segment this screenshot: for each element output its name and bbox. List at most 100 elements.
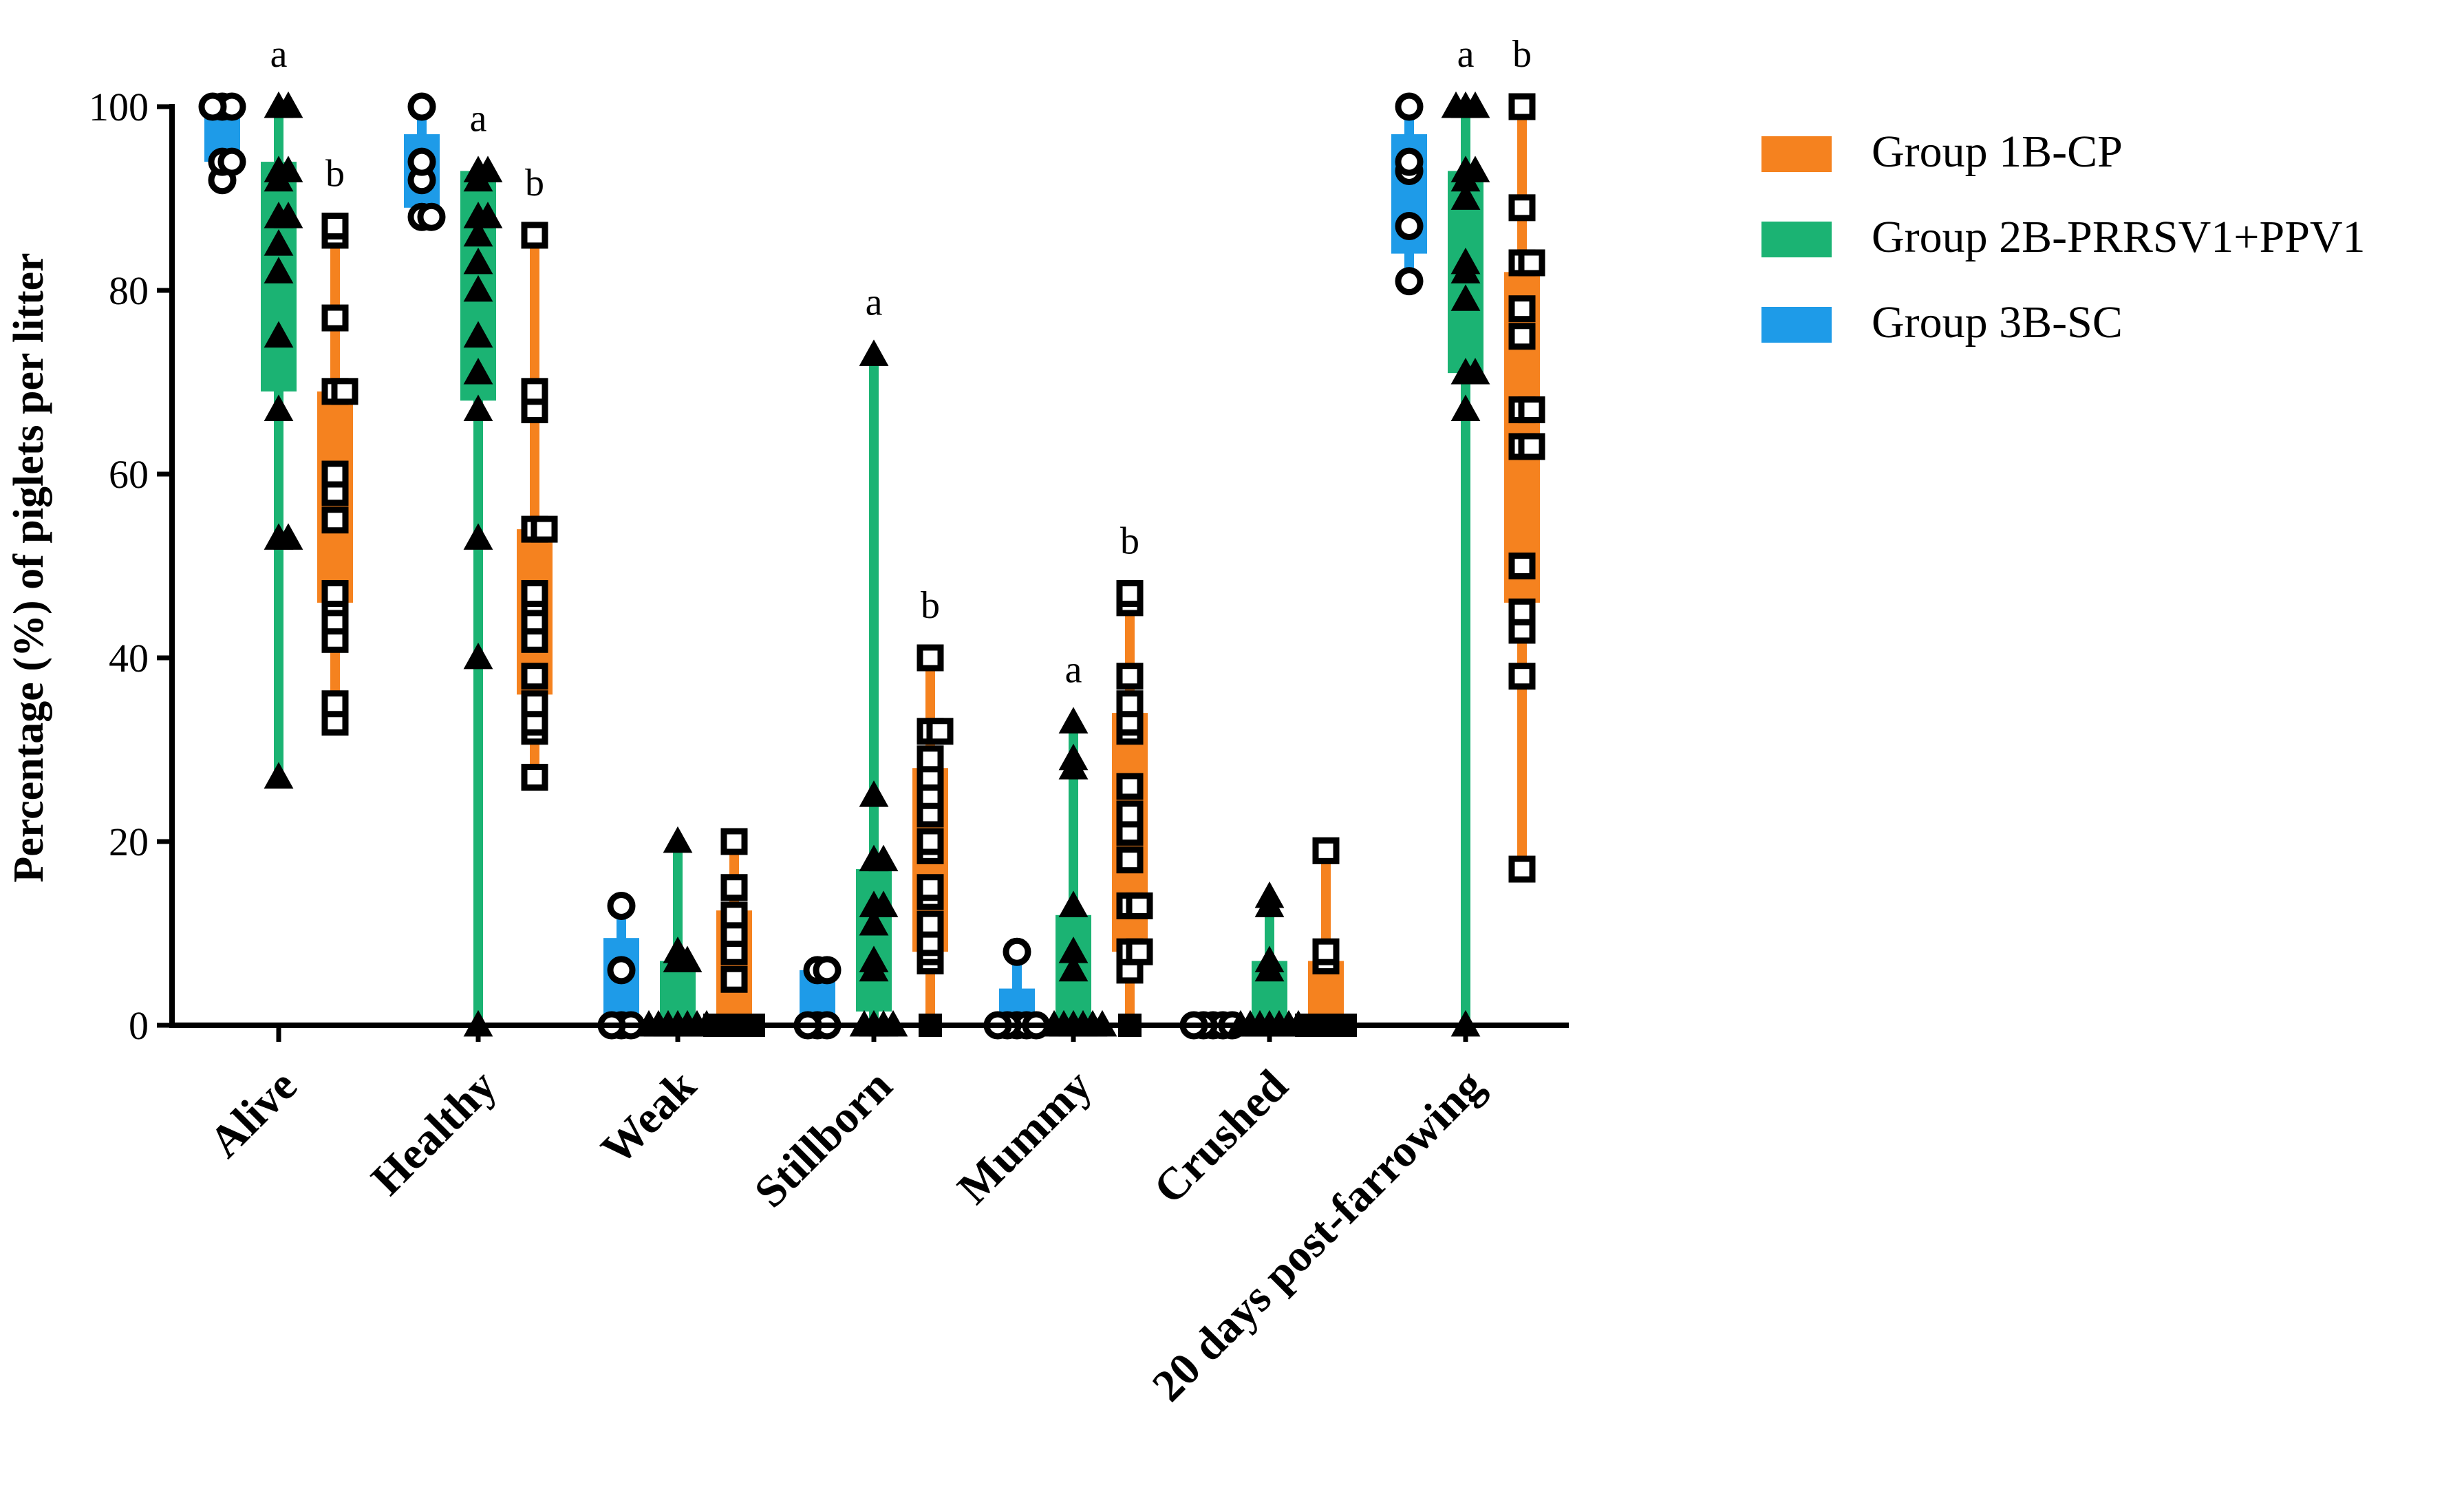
data-point (720, 874, 748, 901)
legend-swatch (1761, 136, 1832, 172)
data-point (273, 91, 303, 118)
data-point (217, 147, 246, 176)
legend-label: Group 2B-PRRSV1+PPV1 (1872, 212, 2366, 262)
data-point (521, 764, 548, 791)
data-point (1003, 937, 1031, 966)
data-point (926, 718, 954, 745)
data-point (463, 523, 493, 550)
data-point (1508, 598, 1536, 625)
x-axis-ticks: Alive Healthy Weak Stillborn Mummy Crushed20 … (200, 1025, 1494, 1411)
series-2: b b b b b (317, 33, 1545, 1037)
data-point (321, 580, 349, 608)
data-point (1450, 394, 1481, 421)
data-point (1518, 396, 1545, 424)
category-label: Alive (200, 1060, 306, 1167)
data-point (463, 394, 493, 421)
data-point (463, 358, 493, 385)
significance-letter: a (1065, 648, 1082, 691)
data-point (1508, 663, 1536, 690)
category-label: Stillborn (745, 1060, 902, 1217)
data-point (859, 945, 889, 972)
data-point (1460, 358, 1490, 385)
data-point (1395, 212, 1424, 241)
data-point (1441, 91, 1471, 118)
y-axis-ticks: 0 20 40 60 80 100 (89, 85, 172, 1048)
data-point (1254, 881, 1285, 908)
data-point (321, 506, 349, 534)
data-point (521, 222, 548, 249)
data-point (859, 909, 889, 936)
data-point (813, 956, 842, 985)
y-tick-label: 0 (129, 1003, 149, 1048)
data-point (521, 378, 548, 405)
data-point (1395, 267, 1424, 296)
y-tick-label: 20 (109, 820, 149, 864)
data-point (1460, 91, 1490, 118)
data-point (198, 92, 227, 121)
y-tick-label: 40 (109, 636, 149, 681)
data-point (1126, 938, 1153, 965)
data-point (1508, 323, 1536, 350)
significance-letter: a (866, 281, 883, 323)
significance-letter: a (1457, 33, 1475, 76)
data-point (407, 92, 436, 121)
legend-label: Group 3B-SC (1872, 297, 2123, 347)
data-point (273, 156, 303, 182)
data-point (407, 147, 436, 176)
data-point (720, 965, 748, 993)
series-1: a a a a a (261, 33, 1490, 1037)
y-tick-label: 60 (109, 452, 149, 497)
data-point (1058, 707, 1089, 734)
significance-letter: b (325, 153, 345, 195)
significance-letter: b (1512, 33, 1532, 76)
data-point (264, 762, 294, 789)
data-point (1518, 249, 1545, 277)
data-point (264, 321, 294, 348)
data-point (473, 202, 503, 228)
data-point (521, 663, 548, 690)
data-point (521, 580, 548, 608)
data-point (1254, 945, 1285, 972)
data-point (607, 891, 636, 920)
data-point (917, 910, 944, 938)
data-point (273, 202, 303, 228)
category-label: Mummy (948, 1060, 1102, 1214)
data-point (321, 213, 349, 240)
data-point (463, 321, 493, 348)
data-point (1058, 890, 1089, 917)
legend: Group 1B-CP Group 2B-PRRSV1+PPV1 Group 3B-… (1761, 127, 2366, 347)
data-point (1116, 773, 1144, 800)
series-0 (198, 92, 1427, 1040)
y-tick-label: 80 (109, 268, 149, 313)
data-point (859, 780, 889, 807)
data-point (663, 826, 693, 853)
data-point (1116, 690, 1144, 718)
data-point (321, 690, 349, 718)
data-point (1508, 855, 1536, 883)
box (856, 869, 892, 1012)
data-point (264, 257, 294, 284)
data-point (463, 642, 493, 670)
data-point (1450, 183, 1481, 210)
y-axis-title: Percentage (%) of piglets per litter (6, 253, 52, 882)
data-point (917, 745, 944, 773)
data-point (1395, 147, 1424, 176)
data-point (1508, 295, 1536, 323)
category-label: Healthy (362, 1060, 506, 1205)
data-point (720, 828, 748, 855)
data-point (720, 901, 748, 929)
data-point (1058, 937, 1089, 963)
data-point (463, 220, 493, 247)
y-tick-label: 100 (89, 85, 149, 129)
data-point (1450, 284, 1481, 311)
data-point (917, 874, 944, 901)
significance-letter: b (1120, 520, 1139, 563)
data-point (473, 156, 503, 182)
data-point (868, 890, 899, 917)
data-point (463, 247, 493, 275)
data-point (1450, 247, 1481, 275)
data-point (859, 339, 889, 366)
legend-swatch (1761, 222, 1832, 257)
data-point (868, 844, 899, 872)
